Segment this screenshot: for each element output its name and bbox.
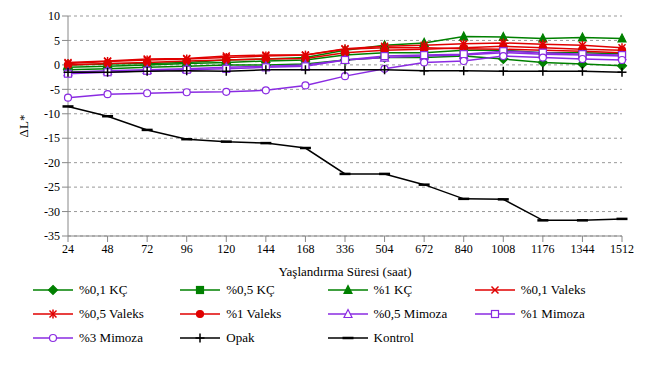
svg-text:-15: -15 xyxy=(44,131,60,145)
html-text:Opak: Opak xyxy=(226,330,255,345)
svg-text:96: 96 xyxy=(181,242,193,256)
svg-text:-25: -25 xyxy=(44,180,60,194)
html-text:Kontrol: Kontrol xyxy=(373,330,414,345)
html-text:%0,5 Valeks: %0,5 Valeks xyxy=(79,306,144,321)
html-text:%0,5 KÇ: %0,5 KÇ xyxy=(226,282,275,297)
html-text:%1 Valeks: %1 Valeks xyxy=(226,306,282,321)
html-text:%1 Mimoza: %1 Mimoza xyxy=(520,306,585,321)
html-text:%0,1 KÇ: %0,1 KÇ xyxy=(79,282,128,297)
svg-text:0: 0 xyxy=(54,58,60,72)
svg-text:72: 72 xyxy=(141,242,153,256)
svg-text:1344: 1344 xyxy=(570,242,594,256)
svg-text:840: 840 xyxy=(455,242,473,256)
svg-text:-10: -10 xyxy=(44,107,60,121)
svg-text:ΔL*: ΔL* xyxy=(16,115,31,138)
html-text:%3 Mimoza: %3 Mimoza xyxy=(79,330,143,345)
svg-text:48: 48 xyxy=(102,242,114,256)
svg-text:10: 10 xyxy=(48,9,60,23)
svg-text:336: 336 xyxy=(336,242,354,256)
svg-text:-20: -20 xyxy=(44,156,60,170)
svg-text:672: 672 xyxy=(415,242,433,256)
svg-text:504: 504 xyxy=(376,242,394,256)
svg-text:168: 168 xyxy=(296,242,314,256)
svg-text:1008: 1008 xyxy=(491,242,515,256)
svg-text:-35: -35 xyxy=(44,229,60,243)
svg-text:-5: -5 xyxy=(50,83,60,97)
svg-text:1512: 1512 xyxy=(610,242,634,256)
svg-text:1176: 1176 xyxy=(531,242,555,256)
svg-text:120: 120 xyxy=(217,242,235,256)
svg-text:5: 5 xyxy=(54,34,60,48)
svg-text:144: 144 xyxy=(257,242,275,256)
svg-text:Yaşlandırma Süresi (saat): Yaşlandırma Süresi (saat) xyxy=(279,264,412,279)
svg-text:24: 24 xyxy=(62,242,74,256)
html-text:%0,5 Mimoza: %0,5 Mimoza xyxy=(373,306,448,321)
html-text:%0,1 Valeks: %0,1 Valeks xyxy=(520,282,586,297)
html-text:%1 KÇ: %1 KÇ xyxy=(373,282,413,297)
svg-text:-30: -30 xyxy=(44,205,60,219)
